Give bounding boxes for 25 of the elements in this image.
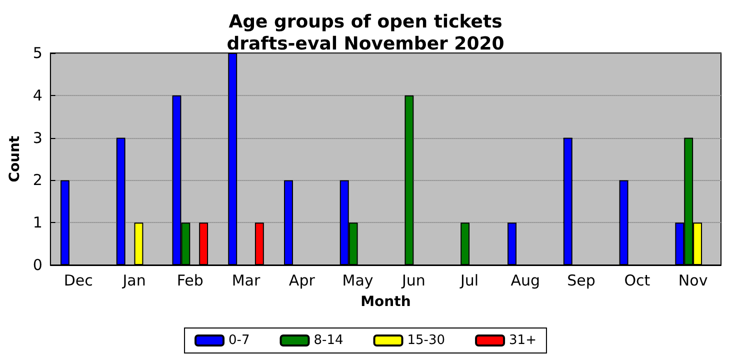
legend-label: 0-7	[228, 333, 250, 348]
x-tick-label: May	[342, 272, 374, 290]
legend-label: 15-30	[407, 333, 446, 348]
y-axis-title: Count	[7, 135, 23, 182]
legend-label: 8-14	[314, 333, 344, 348]
x-tick-label: Nov	[678, 272, 708, 290]
x-tick-label: Jul	[459, 272, 479, 290]
legend-label: 31+	[509, 333, 536, 348]
y-tick-label: 3	[32, 128, 42, 147]
x-tick-label: Mar	[232, 272, 261, 290]
chart-title: Age groups of open tickets drafts-eval November 2020	[226, 12, 504, 54]
x-tick-label: Aug	[510, 272, 540, 290]
y-tick-label: 5	[32, 44, 42, 62]
x-axis-title: Month	[360, 294, 411, 310]
y-tick-label: 1	[32, 214, 42, 232]
y-tick-label: 4	[32, 86, 42, 104]
x-tick-label: Apr	[288, 272, 316, 290]
x-tick-label: Jan	[122, 272, 146, 290]
y-tick-label: 2	[32, 171, 42, 190]
x-tick-label: Jun	[400, 272, 426, 290]
x-tick-label: Sep	[567, 272, 596, 290]
y-tick-label: 0	[32, 256, 42, 274]
x-tick-label: Feb	[176, 272, 204, 290]
x-tick-label: Oct	[624, 272, 650, 290]
x-tick-label: Dec	[64, 272, 93, 290]
